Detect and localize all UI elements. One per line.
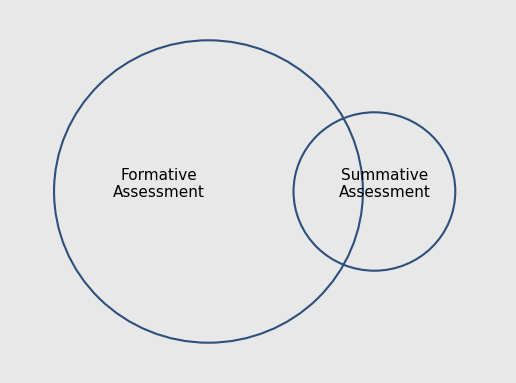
Text: Summative
Assessment: Summative Assessment xyxy=(338,168,430,200)
Text: Formative
Assessment: Formative Assessment xyxy=(113,168,205,200)
